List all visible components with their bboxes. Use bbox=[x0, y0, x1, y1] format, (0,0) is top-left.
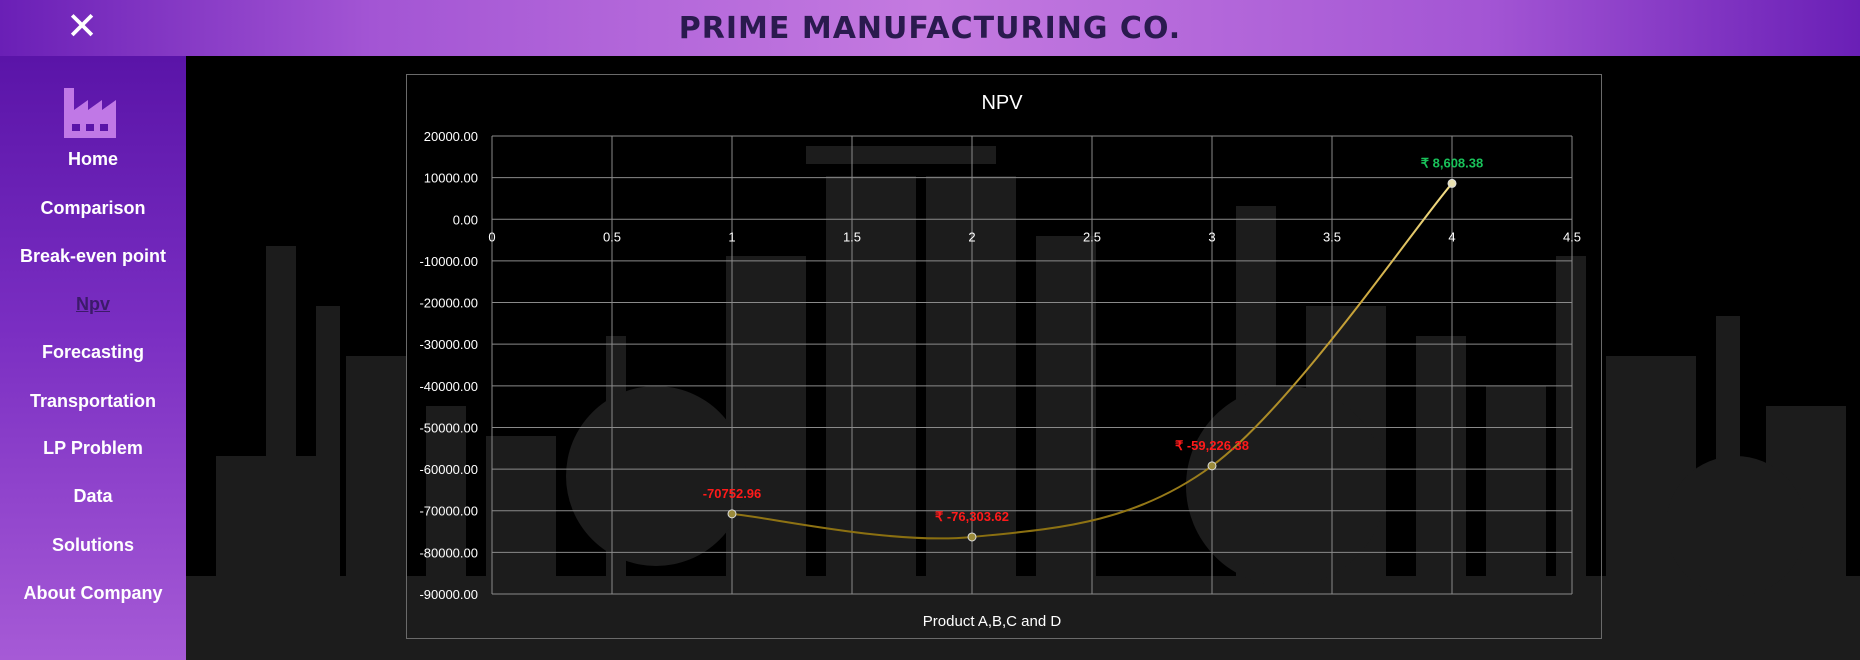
data-point[interactable] bbox=[1207, 461, 1217, 471]
y-tick-label: -90000.00 bbox=[419, 587, 478, 602]
app-title: PRIME MANUFACTURING CO. bbox=[678, 11, 1182, 46]
x-tick-label: 0.5 bbox=[603, 229, 621, 244]
sidebar-item-home[interactable]: Home bbox=[67, 149, 118, 169]
sidebar-item-break-even-point[interactable]: Break-even point bbox=[19, 246, 167, 266]
data-point[interactable] bbox=[967, 532, 977, 542]
x-tick-label: 4 bbox=[1448, 229, 1455, 244]
chart-frame bbox=[406, 74, 1602, 639]
data-label: ₹ -59,226.38 bbox=[1175, 438, 1249, 453]
main-area bbox=[186, 56, 1860, 660]
sidebar: Home Comparison Break-even point Npv Forecas… bbox=[0, 56, 186, 660]
sidebar-item-about-company[interactable]: About Company bbox=[23, 583, 163, 603]
sidebar-item-solutions[interactable]: Solutions bbox=[52, 535, 134, 555]
data-label: ₹ -76,303.62 bbox=[935, 509, 1009, 524]
data-label: -70752.96 bbox=[703, 486, 762, 501]
chart-title: NPV bbox=[981, 92, 1023, 114]
y-tick-label: 20000.00 bbox=[424, 129, 478, 144]
x-tick-label: 4.5 bbox=[1563, 229, 1581, 244]
y-tick-label: -20000.00 bbox=[419, 296, 478, 311]
x-tick-label: 3.5 bbox=[1323, 229, 1341, 244]
npv-series-line bbox=[731, 182, 1453, 540]
y-tick-label: -60000.00 bbox=[419, 462, 478, 477]
y-tick-label: -30000.00 bbox=[419, 337, 478, 352]
sidebar-item-lp-problem[interactable]: LP Problem bbox=[43, 438, 143, 458]
sidebar-item-data[interactable]: Data bbox=[73, 486, 113, 506]
data-label: ₹ 8,608.38 bbox=[1421, 155, 1484, 170]
y-tick-label: 0.00 bbox=[453, 212, 478, 227]
x-tick-label: 1.5 bbox=[843, 229, 861, 244]
data-point[interactable] bbox=[727, 509, 737, 519]
sidebar-item-transportation[interactable]: Transportation bbox=[29, 391, 156, 411]
factory-icon bbox=[64, 88, 116, 138]
data-point[interactable] bbox=[1447, 178, 1457, 188]
x-tick-label: 2 bbox=[968, 229, 975, 244]
y-tick-label: -10000.00 bbox=[419, 254, 478, 269]
x-tick-label: 3 bbox=[1208, 229, 1215, 244]
y-tick-label: -40000.00 bbox=[419, 379, 478, 394]
npv-chart: NPV 20000.00 10000.00 0.00 -10000.00 -20000.0… bbox=[419, 92, 1581, 630]
y-tick-label: -80000.00 bbox=[419, 545, 478, 560]
x-tick-label: 0 bbox=[488, 229, 495, 244]
factory-skyline-background bbox=[186, 146, 1860, 660]
y-tick-label: 10000.00 bbox=[424, 171, 478, 186]
y-tick-label: -70000.00 bbox=[419, 504, 478, 519]
sidebar-item-forecasting[interactable]: Forecasting bbox=[41, 342, 145, 362]
sidebar-item-npv[interactable]: Npv bbox=[75, 294, 110, 314]
x-tick-label: 2.5 bbox=[1083, 229, 1101, 244]
x-axis-label: Product A,B,C and D bbox=[923, 613, 1062, 630]
sidebar-item-comparison[interactable]: Comparison bbox=[40, 198, 146, 218]
header-bar: PRIME MANUFACTURING CO. ✕ bbox=[0, 0, 1860, 56]
y-tick-label: -50000.00 bbox=[419, 420, 478, 435]
x-tick-label: 1 bbox=[728, 229, 735, 244]
close-icon[interactable]: ✕ bbox=[66, 4, 98, 48]
